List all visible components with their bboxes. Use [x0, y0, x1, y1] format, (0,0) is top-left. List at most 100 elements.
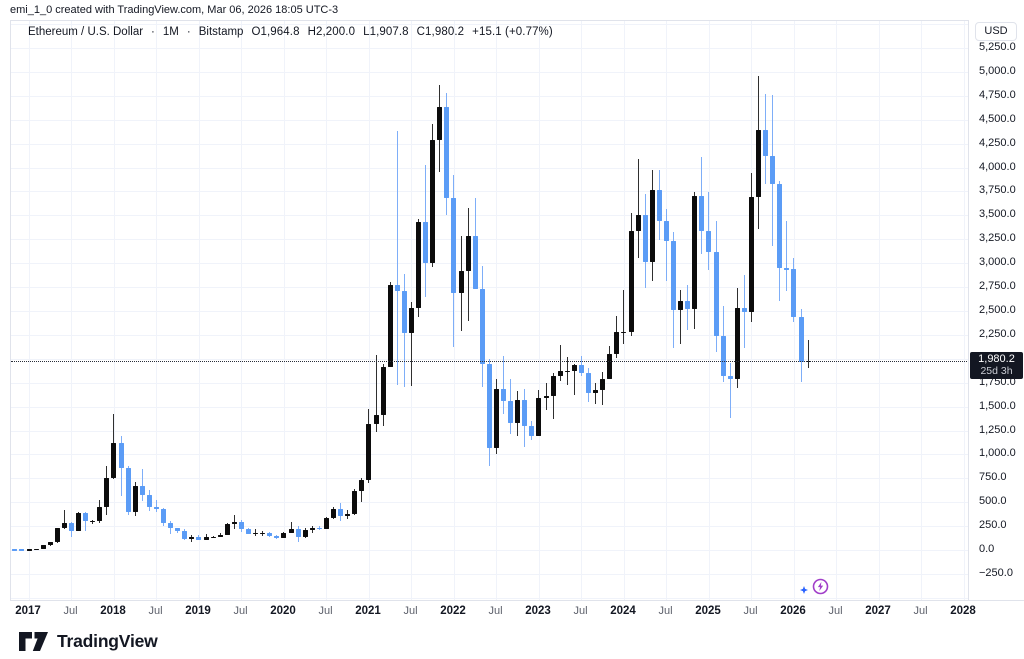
price-tick-label: 4,750.0	[979, 88, 1016, 101]
grid-line-vertical	[538, 21, 540, 601]
candle-wick	[559, 345, 561, 382]
time-axis-label: Jul	[63, 605, 78, 617]
candle-body	[253, 532, 259, 535]
interval-label[interactable]: 1M	[162, 26, 179, 38]
candle-body	[203, 537, 209, 540]
time-axis-label: Jul	[318, 605, 333, 617]
candle-wick	[503, 355, 505, 415]
candle-body	[139, 486, 145, 495]
lightning-icon	[812, 578, 829, 595]
grid-line-vertical	[156, 21, 158, 601]
time-axis-label: 2026	[780, 605, 806, 617]
chart-legend: Ethereum / U.S. Dollar · 1M · Bitstamp O…	[28, 24, 553, 40]
price-tick-label: 1,250.0	[979, 423, 1016, 436]
grid-line-horizontal	[11, 597, 969, 599]
candle-body	[437, 107, 443, 140]
price-tick-label: 1,500.0	[979, 399, 1016, 412]
price-tick-label: 0.0	[979, 543, 995, 556]
candle-body	[267, 532, 273, 536]
candle-body	[515, 399, 521, 423]
candle-body	[621, 331, 627, 334]
current-price-label: 1,980.2 25d 3h	[970, 351, 1023, 379]
candle-body	[706, 230, 712, 252]
candle-body	[748, 196, 754, 313]
bar-countdown: 25d 3h	[980, 364, 1013, 377]
grid-line-vertical	[581, 21, 583, 601]
ohlc-high: H2,200.0	[307, 26, 356, 38]
time-axis[interactable]: 2017 Jul 2018 Jul 2019 Jul 2020 Jul 2021 Jul 2022 J…	[10, 600, 1024, 623]
candle-body	[493, 389, 499, 448]
candle-body	[90, 520, 96, 523]
grid-line-horizontal	[11, 48, 969, 49]
grid-line-horizontal	[11, 358, 969, 360]
tradingview-logo-icon	[19, 632, 48, 651]
candle-body	[47, 542, 53, 546]
candle-wick	[155, 500, 157, 512]
candle-body	[607, 353, 613, 379]
candle-wick	[807, 339, 809, 368]
candle-wick	[233, 515, 235, 529]
time-axis-label: 2018	[100, 605, 126, 617]
grid-line-vertical	[368, 21, 370, 601]
price-axis[interactable]: USD 5,250.0 5,000.0 4,750.0 4,500.0 4,250.0 4…	[968, 20, 1024, 600]
grid-line-horizontal	[11, 454, 969, 456]
candle-body	[685, 301, 691, 310]
symbol-title[interactable]: Ethereum / U.S. Dollar	[28, 26, 144, 38]
candle-body	[111, 443, 117, 478]
candle-body	[345, 513, 351, 516]
candle-body	[699, 195, 705, 231]
chart-pane[interactable]: Ethereum / U.S. Dollar · 1M · Bitstamp O…	[10, 20, 969, 601]
candle-body	[465, 236, 471, 271]
time-axis-label: 2020	[270, 605, 296, 617]
price-tick-label: 3,250.0	[979, 232, 1016, 245]
candle-body	[550, 375, 556, 397]
time-axis-label: 2022	[440, 605, 466, 617]
candle-body	[734, 308, 740, 379]
grid-line-horizontal	[11, 263, 969, 265]
grid-line-horizontal	[11, 550, 969, 552]
candle-body	[295, 529, 301, 538]
time-axis-label: 2025	[695, 605, 721, 617]
tradingview-logo[interactable]: TradingView	[18, 629, 158, 654]
candle-body	[416, 221, 422, 309]
candle-body	[19, 549, 25, 551]
price-tick-label: 250.0	[979, 519, 1007, 532]
change-value: +15.1 (+0.77%)	[472, 26, 553, 38]
grid-line-horizontal	[11, 119, 969, 121]
time-axis-label: 2017	[15, 605, 41, 617]
candle-body	[281, 532, 287, 538]
candle-body	[352, 491, 358, 514]
grid-line-vertical	[496, 21, 498, 601]
candle-body	[571, 365, 577, 371]
currency-toggle-button[interactable]: USD	[975, 22, 1017, 41]
candle-body	[68, 523, 74, 531]
candle-body	[196, 537, 202, 540]
candle-body	[791, 269, 797, 317]
crypto-event-marker[interactable]	[800, 577, 830, 601]
candle-body	[451, 197, 457, 293]
candle-body	[26, 549, 32, 551]
candle-body	[316, 527, 322, 530]
candle-body	[649, 190, 655, 263]
candle-body	[678, 301, 684, 310]
time-axis-label: 2027	[865, 605, 891, 617]
current-price-line	[11, 360, 969, 362]
grid-line-vertical	[836, 21, 838, 601]
candle-body	[331, 509, 337, 519]
candle-wick	[141, 468, 143, 502]
time-axis-label: 2024	[610, 605, 636, 617]
candle-body	[12, 549, 18, 551]
price-tick-label: 4,500.0	[979, 112, 1016, 125]
candle-body	[231, 522, 237, 525]
candle-body	[663, 221, 669, 241]
candle-wick	[786, 221, 788, 292]
candle-body	[472, 236, 478, 289]
candle-body	[543, 396, 549, 399]
candle-body	[153, 506, 159, 509]
candle-wick	[729, 363, 731, 418]
candle-body	[210, 536, 216, 539]
candle-body	[189, 537, 195, 539]
candle-body	[529, 426, 535, 436]
candle-wick	[396, 130, 398, 385]
grid-line-vertical	[666, 21, 668, 601]
